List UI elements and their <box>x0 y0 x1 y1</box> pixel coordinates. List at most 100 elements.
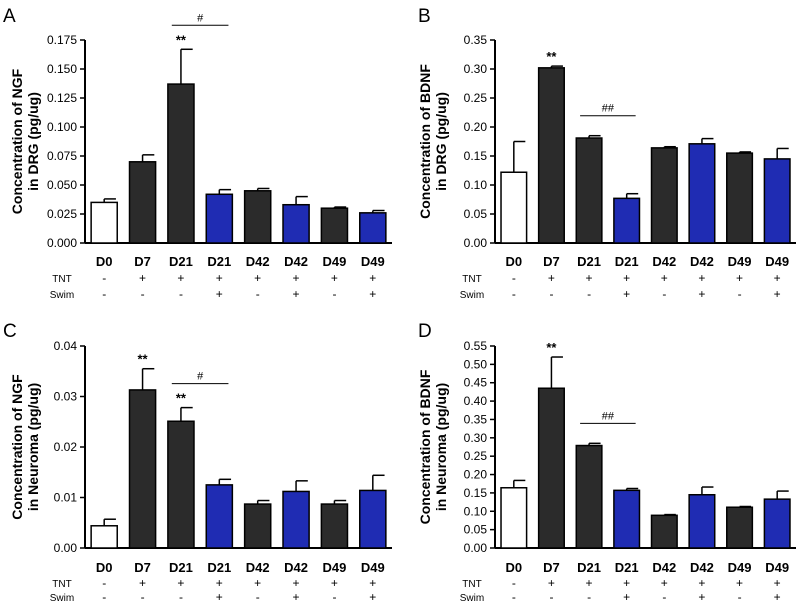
swim-symbol: + <box>623 287 630 301</box>
y-tick-label: 0.050 <box>47 178 77 192</box>
bar <box>167 83 195 244</box>
x-tick-label: D49 <box>765 560 789 575</box>
panel-letter: C <box>3 321 17 342</box>
y-tick-label: 0.175 <box>47 33 77 47</box>
significance-marker: ** <box>138 352 149 367</box>
tnt-symbol: + <box>774 576 781 590</box>
bar <box>650 147 678 244</box>
bar <box>500 487 528 549</box>
y-tick-label: 0.000 <box>47 236 77 250</box>
y-axis-label-line: Concentration of NGF <box>9 68 25 214</box>
y-axis-label: Concentration of BDNFin Neuroma (pg/ug) <box>417 369 449 524</box>
y-axis-label: Concentration of NGFin Neuroma (pg/ug) <box>9 374 41 520</box>
y-tick-label: 0.15 <box>464 149 488 163</box>
x-tick-label: D42 <box>284 560 308 575</box>
bar <box>726 506 754 549</box>
x-tick-label: D42 <box>284 254 308 269</box>
bar <box>613 489 641 549</box>
swim-symbol: - <box>512 590 516 603</box>
x-tick-label: D42 <box>246 560 270 575</box>
y-axis-label-line: Concentration of NGF <box>9 374 25 520</box>
swim-symbol: - <box>102 590 106 603</box>
significance-marker: ** <box>176 391 187 406</box>
swim-symbol: - <box>102 287 106 301</box>
tnt-symbol: + <box>586 576 593 590</box>
tnt-symbol: + <box>293 576 300 590</box>
swim-symbol: + <box>216 590 223 603</box>
x-tick-label: D21 <box>615 254 639 269</box>
bar <box>359 212 387 244</box>
x-tick-label: D21 <box>615 560 639 575</box>
bar <box>282 203 310 244</box>
swim-symbol: - <box>738 590 742 603</box>
row-label-tnt: TNT <box>52 274 71 285</box>
bar <box>90 201 118 244</box>
bar <box>320 207 349 244</box>
y-tick-label: 0.04 <box>54 339 78 353</box>
bar <box>575 444 603 549</box>
y-tick-label: 0.150 <box>47 62 77 76</box>
bar <box>500 171 528 244</box>
swim-symbol: - <box>662 590 666 603</box>
y-axis-label-line: in Neuroma (pg/ug) <box>433 383 449 511</box>
row-label-tnt: TNT <box>462 274 481 285</box>
bar <box>575 137 603 244</box>
bar <box>167 420 195 549</box>
swim-symbol: - <box>332 287 336 301</box>
x-tick-label: D49 <box>323 560 347 575</box>
bar <box>726 152 754 244</box>
x-tick-label: D21 <box>577 254 601 269</box>
swim-symbol: - <box>332 590 336 603</box>
tnt-symbol: + <box>177 576 184 590</box>
tnt-symbol: - <box>102 576 106 590</box>
y-tick-label: 0.075 <box>47 149 77 163</box>
y-tick-label: 0.20 <box>464 468 488 482</box>
swim-symbol: - <box>738 287 742 301</box>
bar <box>128 161 157 244</box>
y-axis-label: Concentration of BDNFin DRG (pg/ug) <box>417 64 449 219</box>
swim-symbol: + <box>774 590 781 603</box>
swim-symbol: - <box>141 590 145 603</box>
tnt-symbol: + <box>698 271 705 285</box>
x-tick-label: D7 <box>543 560 560 575</box>
y-tick-label: 0.05 <box>464 523 488 537</box>
bar <box>537 67 565 244</box>
y-axis-label-line: Concentration of BDNF <box>417 64 433 219</box>
bracket-label: # <box>197 12 204 24</box>
x-tick-label: D0 <box>506 254 523 269</box>
tnt-symbol: + <box>661 271 668 285</box>
x-tick-label: D7 <box>134 560 151 575</box>
tnt-symbol: + <box>331 576 338 590</box>
x-tick-label: D49 <box>728 254 752 269</box>
tnt-symbol: - <box>512 576 516 590</box>
swim-symbol: - <box>179 287 183 301</box>
x-tick-label: D49 <box>361 560 385 575</box>
bracket-label: ## <box>602 410 615 422</box>
y-axis-label-line: in DRG (pg/ug) <box>433 92 449 191</box>
swim-symbol: - <box>587 287 591 301</box>
bar <box>90 525 118 549</box>
swim-symbol: + <box>623 590 630 603</box>
tnt-symbol: - <box>102 271 106 285</box>
swim-symbol: + <box>293 287 300 301</box>
y-axis-label-line: Concentration of BDNF <box>417 369 433 524</box>
bar <box>205 193 234 244</box>
y-tick-label: 0.10 <box>464 178 488 192</box>
swim-symbol: - <box>256 287 260 301</box>
y-tick-label: 0.25 <box>464 91 488 105</box>
x-tick-label: D7 <box>543 254 560 269</box>
x-tick-label: D49 <box>361 254 385 269</box>
y-tick-label: 0.025 <box>47 207 77 221</box>
y-tick-label: 0.03 <box>54 390 78 404</box>
tnt-symbol: + <box>623 271 630 285</box>
tnt-symbol: + <box>736 271 743 285</box>
y-axis-label-line: in Neuroma (pg/ug) <box>25 383 41 511</box>
panel-letter: B <box>418 6 431 27</box>
row-label-swim: Swim <box>460 593 484 603</box>
bar <box>205 484 234 549</box>
x-tick-label: D49 <box>728 560 752 575</box>
tnt-symbol: + <box>548 271 555 285</box>
swim-symbol: - <box>141 287 145 301</box>
tnt-symbol: + <box>661 576 668 590</box>
